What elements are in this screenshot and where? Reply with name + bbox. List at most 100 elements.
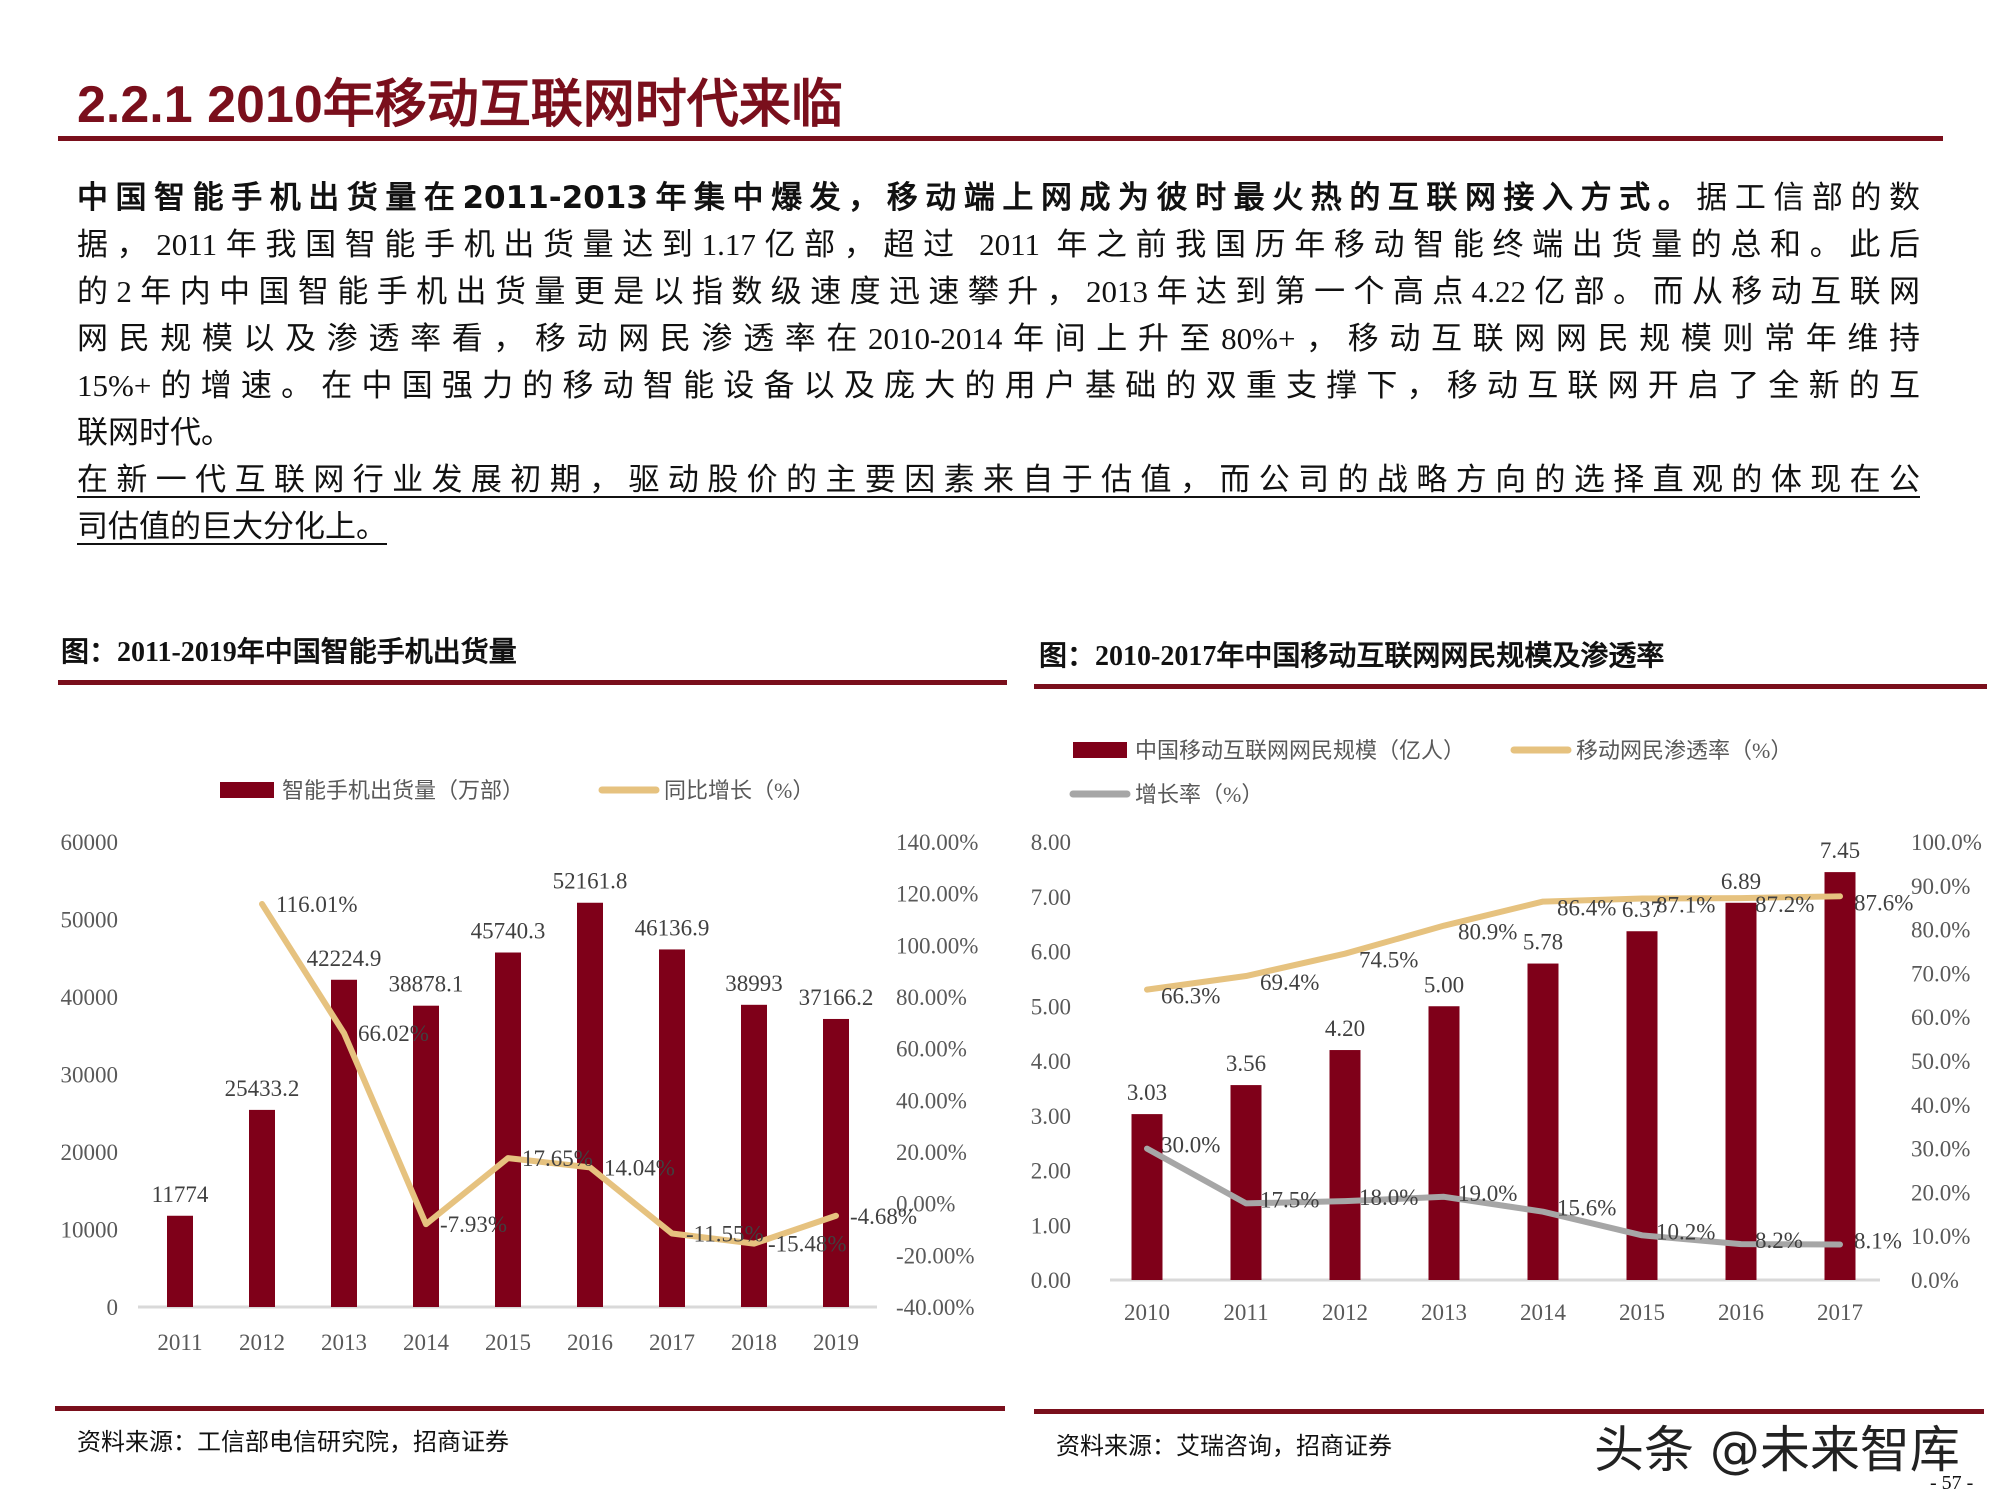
legend-label: 移动网民渗透率（%）	[1576, 738, 1792, 763]
legend-swatch-bar	[1073, 742, 1127, 758]
right-axis-tick: 100.0%	[1911, 830, 1982, 855]
bar-data-label: 3.03	[1127, 1080, 1167, 1105]
line-data-label: -15.48%	[768, 1232, 847, 1257]
x-axis-tick: 2015	[1619, 1300, 1665, 1325]
page-title: 2.2.1 2010年移动互联网时代来临	[77, 76, 843, 134]
x-axis-tick: 2012	[1322, 1300, 1368, 1325]
bar-2017	[1824, 872, 1856, 1280]
left-axis-tick: 10000	[61, 1218, 119, 1243]
x-axis-tick: 2018	[731, 1330, 777, 1355]
figure-2-top-rule	[1034, 684, 1987, 689]
line-series-1	[259, 900, 839, 1247]
line-data-label: 66.3%	[1161, 984, 1220, 1009]
left-axis-tick: 3.00	[1031, 1104, 1071, 1129]
line-data-label: 10.2%	[1656, 1219, 1715, 1244]
legend-label: 同比增长（%）	[664, 778, 814, 803]
bar-data-label: 6.89	[1721, 869, 1761, 894]
line-data-label: 87.6%	[1854, 890, 1913, 915]
bar-data-label: 11774	[152, 1182, 209, 1207]
line-data-label: 86.4%	[1557, 896, 1616, 921]
paragraph-line: 15%+的增速。在中国强力的移动智能设备以及庞大的用户基础的双重支撑下，移动互联…	[77, 368, 1920, 403]
bar-data-label: 38878.1	[389, 972, 464, 997]
left-axis-tick: 4.00	[1031, 1049, 1071, 1074]
bar-2016	[577, 902, 603, 1307]
right-axis-tick: 60.00%	[896, 1037, 967, 1062]
bar-2012	[249, 1109, 275, 1307]
x-axis-tick: 2011	[157, 1330, 202, 1355]
left-axis-tick: 6.00	[1031, 940, 1071, 965]
left-axis-tick: 7.00	[1031, 885, 1071, 910]
line-data-label: 17.65%	[522, 1146, 593, 1171]
line-data-label: 74.5%	[1359, 948, 1418, 973]
line-data-label: -4.68%	[850, 1204, 917, 1229]
paragraph-line: 据，2011年我国智能手机出货量达到1.17亿部，超过 2011 年之前我国历年…	[77, 227, 1920, 262]
left-axis-tick: 40000	[61, 985, 119, 1010]
body-paragraph: 中国智能手机出货量在2011-2013年集中爆发，移动端上网成为彼时最火热的互联…	[77, 174, 1920, 550]
line-data-label: 14.04%	[604, 1155, 675, 1180]
left-axis-tick: 30000	[61, 1063, 119, 1088]
bar-2014	[1527, 963, 1559, 1280]
figure-1-top-rule	[58, 680, 1007, 685]
bar-2019	[823, 1018, 849, 1307]
left-axis-tick: 2.00	[1031, 1159, 1071, 1184]
x-axis-tick: 2017	[649, 1330, 695, 1355]
bar-2011	[167, 1215, 193, 1307]
bar-data-label: 42224.9	[307, 946, 382, 971]
left-axis-tick: 5.00	[1031, 994, 1071, 1019]
figure-1-title: 图：2011-2019年中国智能手机出货量	[61, 637, 517, 668]
bar-data-label: 46136.9	[635, 915, 710, 940]
line-data-label: 116.01%	[276, 892, 358, 917]
bar-2014	[413, 1005, 439, 1307]
x-axis-tick: 2019	[813, 1330, 859, 1355]
left-axis-tick: 20000	[61, 1140, 119, 1165]
left-axis-tick: 0.00	[1031, 1268, 1071, 1293]
right-axis-tick: 0.00%	[896, 1192, 955, 1217]
figure-2-source: 资料来源：艾瑞咨询，招商证券	[1056, 1434, 1392, 1460]
x-axis-tick: 2010	[1124, 1300, 1170, 1325]
right-axis-tick: 40.0%	[1911, 1093, 1970, 1118]
bar-data-label: 7.45	[1820, 838, 1860, 863]
right-axis-tick: -40.00%	[896, 1295, 975, 1320]
right-axis-tick: 120.00%	[896, 882, 978, 907]
x-axis-tick: 2012	[239, 1330, 285, 1355]
figure-1-source: 资料来源：工信部电信研究院，招商证券	[77, 1430, 509, 1456]
right-axis-tick: 10.0%	[1911, 1224, 1970, 1249]
line-data-label: 17.5%	[1260, 1187, 1319, 1212]
watermark: 头条 @未来智库	[1594, 1421, 1960, 1479]
legend-label: 增长率（%）	[1135, 782, 1263, 807]
bar-data-label: 45740.3	[471, 919, 546, 944]
line-series-1	[1144, 893, 1843, 993]
lead-sentence: 中国智能手机出货量在2011-2013年集中爆发，移动端上网成为彼时最火热的互联…	[77, 180, 1697, 216]
right-axis-tick: 20.00%	[896, 1140, 967, 1165]
bar-data-label: 25433.2	[225, 1076, 300, 1101]
x-axis-tick: 2016	[567, 1330, 613, 1355]
x-axis-tick: 2011	[1223, 1300, 1268, 1325]
bar-data-label: 4.20	[1325, 1016, 1365, 1041]
right-axis-tick: 100.00%	[896, 933, 978, 958]
bar-2013	[1428, 1006, 1460, 1280]
underlined-conclusion-line: 司估值的巨大分化上。	[77, 509, 387, 544]
line-data-label: 15.6%	[1557, 1196, 1616, 1221]
right-axis-tick: 20.0%	[1911, 1180, 1970, 1205]
line-data-label: 87.2%	[1755, 892, 1814, 917]
underlined-conclusion-line: 在新一代互联网行业发展初期，驱动股价的主要因素来自于估值，而公司的战略方向的选择…	[77, 462, 1920, 497]
right-axis-tick: 50.0%	[1911, 1049, 1970, 1074]
right-axis-tick: 60.0%	[1911, 1005, 1970, 1030]
bar-2018	[741, 1004, 767, 1307]
paragraph-line: 的2年内中国智能手机出货量更是以指数级速度迅速攀升，2013年达到第一个高点4.…	[77, 274, 1920, 309]
line-data-label: 19.0%	[1458, 1181, 1517, 1206]
page-number: - 57 -	[1930, 1472, 1974, 1494]
left-axis-tick: 8.00	[1031, 830, 1071, 855]
line-series-2	[1144, 1145, 1843, 1248]
line-data-label: 8.1%	[1854, 1229, 1902, 1254]
bar-data-label: 37166.2	[799, 985, 874, 1010]
right-axis-tick: 70.0%	[1911, 961, 1970, 986]
right-axis-tick: 30.0%	[1911, 1137, 1970, 1162]
x-axis-tick: 2013	[1421, 1300, 1467, 1325]
line-data-label: 30.0%	[1161, 1133, 1220, 1158]
bar-2017	[659, 949, 685, 1307]
bar-2015	[495, 952, 521, 1307]
right-axis-tick: -20.00%	[896, 1243, 975, 1268]
bar-data-label: 3.56	[1226, 1051, 1266, 1076]
